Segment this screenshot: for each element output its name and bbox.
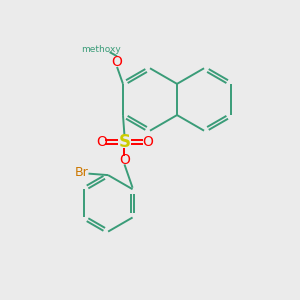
Text: O: O (112, 55, 122, 69)
Text: Br: Br (75, 166, 89, 179)
Text: S: S (118, 133, 130, 151)
Text: methoxy: methoxy (81, 45, 121, 54)
Text: O: O (119, 153, 130, 167)
Text: O: O (142, 135, 153, 149)
Text: O: O (96, 135, 107, 149)
